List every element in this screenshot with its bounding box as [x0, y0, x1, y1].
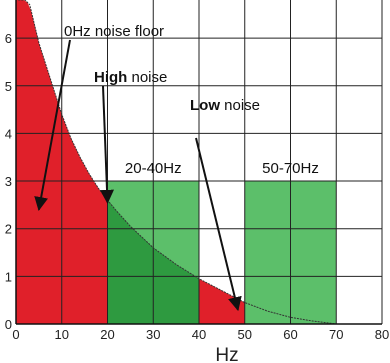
- band-label-20-40hz: 20-40Hz: [125, 160, 182, 177]
- high-noise-area: [16, 0, 245, 324]
- axes-layer: 0 10 20 30 40 50 60 70 80 0 1 2 3 4 5 6: [5, 0, 389, 342]
- x-axis-label: Hz: [215, 345, 238, 363]
- y-tick-label: 5: [5, 79, 12, 94]
- y-tick-label: 3: [5, 174, 12, 189]
- y-tick-label: 6: [5, 31, 12, 46]
- x-tick-label: 20: [100, 327, 114, 342]
- arrow-high-noise: [100, 85, 115, 204]
- arrow-noise-floor: [34, 39, 71, 212]
- x-tick-label: 80: [375, 327, 389, 342]
- y-tick-label: 0: [5, 317, 12, 332]
- x-tick-label: 60: [283, 327, 297, 342]
- annotation-high-noise: High noise: [94, 69, 167, 86]
- x-tick-label: 30: [146, 327, 160, 342]
- y-tick-label: 2: [5, 222, 12, 237]
- annotation-noise-floor: 0Hz noise floor: [64, 23, 164, 40]
- x-tick-label: 40: [192, 327, 206, 342]
- x-tick-label: 70: [329, 327, 343, 342]
- annotation-layer: 20-40Hz 50-70Hz 0Hz noise floor High noise L…: [34, 23, 319, 312]
- x-tick-label: 50: [238, 327, 252, 342]
- annotation-low-noise: Low noise: [190, 97, 260, 114]
- arrow-low-noise: [195, 137, 242, 312]
- y-tick-label: 1: [5, 269, 12, 284]
- x-tick-label: 0: [12, 327, 19, 342]
- y-tick-label: 4: [5, 126, 12, 141]
- band-label-50-70hz: 50-70Hz: [262, 160, 319, 177]
- x-tick-label: 10: [55, 327, 69, 342]
